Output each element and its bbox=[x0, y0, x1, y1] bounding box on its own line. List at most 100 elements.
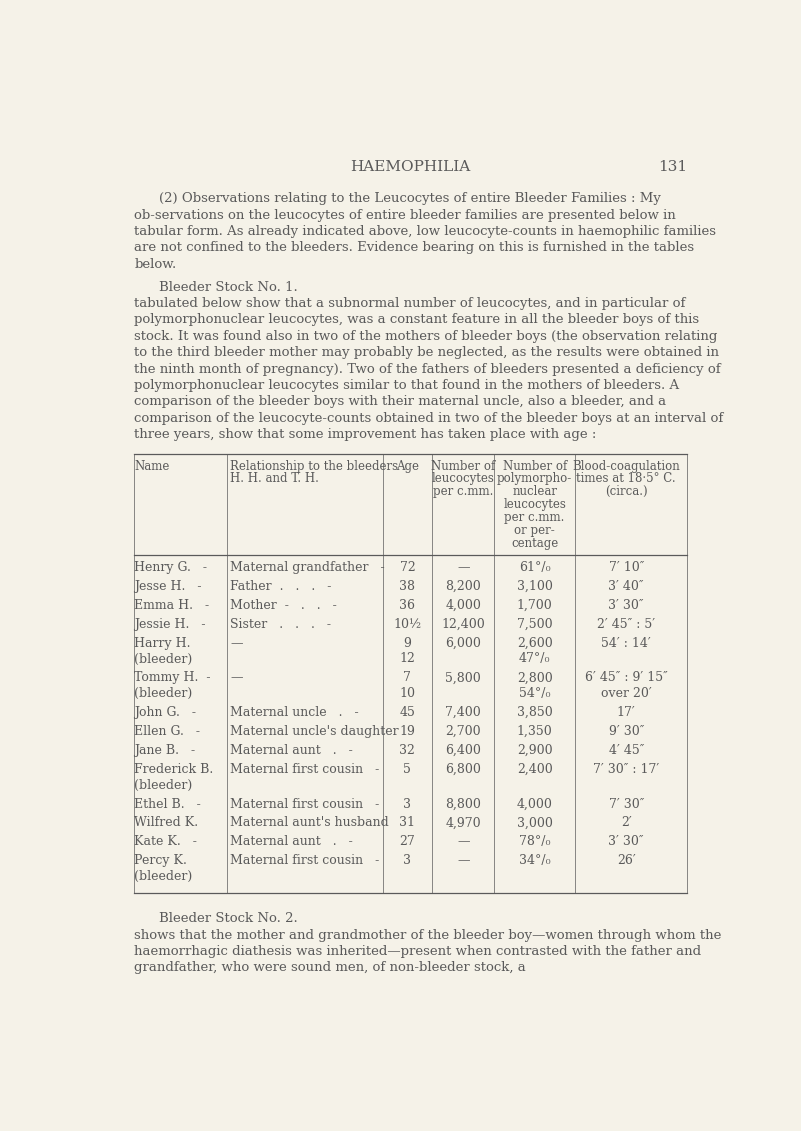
Text: Percy K.: Percy K. bbox=[135, 854, 187, 867]
Text: Name: Name bbox=[135, 459, 170, 473]
Text: 5: 5 bbox=[404, 762, 412, 776]
Text: 3,000: 3,000 bbox=[517, 817, 553, 829]
Text: ob-servations on the leucocytes of entire bleeder families are presented below i: ob-servations on the leucocytes of entir… bbox=[135, 209, 676, 222]
Text: Number of: Number of bbox=[431, 459, 495, 473]
Text: nuclear: nuclear bbox=[512, 485, 557, 499]
Text: Mother  -   .   .   -: Mother - . . - bbox=[231, 598, 337, 612]
Text: three years, show that some improvement has taken place with age :: three years, show that some improvement … bbox=[135, 429, 597, 441]
Text: or per-: or per- bbox=[514, 524, 555, 537]
Text: 54′ : 14′: 54′ : 14′ bbox=[602, 637, 651, 649]
Text: 36: 36 bbox=[400, 598, 416, 612]
Text: 4′ 45″: 4′ 45″ bbox=[609, 744, 644, 757]
Text: (2) Observations relating to the Leucocytes of entire Bleeder Families : My: (2) Observations relating to the Leucocy… bbox=[159, 192, 661, 206]
Text: 7′ 30″ : 17′: 7′ 30″ : 17′ bbox=[593, 762, 659, 776]
Text: —: — bbox=[231, 637, 243, 649]
Text: 3′ 40″: 3′ 40″ bbox=[609, 580, 644, 593]
Text: comparison of the leucocyte-counts obtained in two of the bleeder boys at an int: comparison of the leucocyte-counts obtai… bbox=[135, 412, 723, 425]
Text: Bleeder Stock No. 1.: Bleeder Stock No. 1. bbox=[159, 280, 298, 294]
Text: 8,800: 8,800 bbox=[445, 797, 481, 811]
Text: (bleeder): (bleeder) bbox=[135, 653, 192, 665]
Text: 3: 3 bbox=[404, 797, 412, 811]
Text: grandfather, who were sound men, of non-bleeder stock, a: grandfather, who were sound men, of non-… bbox=[135, 961, 526, 974]
Text: 4,000: 4,000 bbox=[445, 598, 481, 612]
Text: Number of: Number of bbox=[502, 459, 567, 473]
Text: 61°/₀: 61°/₀ bbox=[519, 561, 550, 575]
Text: 1,350: 1,350 bbox=[517, 725, 553, 739]
Text: stock. It was found also in two of the mothers of bleeder boys (the observation : stock. It was found also in two of the m… bbox=[135, 330, 718, 343]
Text: 6,000: 6,000 bbox=[445, 637, 481, 649]
Text: are not confined to the bleeders. Evidence bearing on this is furnished in the t: are not confined to the bleeders. Eviden… bbox=[135, 241, 694, 254]
Text: 4,000: 4,000 bbox=[517, 797, 553, 811]
Text: tabular form. As already indicated above, low leucocyte-counts in haemophilic fa: tabular form. As already indicated above… bbox=[135, 225, 716, 238]
Text: Maternal aunt's husband: Maternal aunt's husband bbox=[231, 817, 389, 829]
Text: comparison of the bleeder boys with their maternal uncle, also a bleeder, and a: comparison of the bleeder boys with thei… bbox=[135, 396, 666, 408]
Text: 9: 9 bbox=[404, 637, 412, 649]
Text: Jane B.   -: Jane B. - bbox=[135, 744, 195, 757]
Text: below.: below. bbox=[135, 258, 176, 270]
Text: 2,700: 2,700 bbox=[445, 725, 481, 739]
Text: 12,400: 12,400 bbox=[441, 618, 485, 631]
Text: 8,200: 8,200 bbox=[445, 580, 481, 593]
Text: 7: 7 bbox=[404, 672, 412, 684]
Text: 54°/₀: 54°/₀ bbox=[519, 688, 550, 700]
Text: 1,700: 1,700 bbox=[517, 598, 553, 612]
Text: Relationship to the bleeders: Relationship to the bleeders bbox=[231, 459, 399, 473]
Text: 2,600: 2,600 bbox=[517, 637, 553, 649]
Text: Maternal first cousin   -: Maternal first cousin - bbox=[231, 854, 380, 867]
Text: 72: 72 bbox=[400, 561, 415, 575]
Text: Blood-coagulation: Blood-coagulation bbox=[573, 459, 680, 473]
Text: 45: 45 bbox=[400, 706, 416, 719]
Text: 2,800: 2,800 bbox=[517, 672, 553, 684]
Text: Father  .   .   .   -: Father . . . - bbox=[231, 580, 332, 593]
Text: —: — bbox=[231, 672, 243, 684]
Text: Jesse H.   -: Jesse H. - bbox=[135, 580, 202, 593]
Text: Kate K.   -: Kate K. - bbox=[135, 836, 197, 848]
Text: HAEMOPHILIA: HAEMOPHILIA bbox=[350, 161, 471, 174]
Text: 17′: 17′ bbox=[617, 706, 636, 719]
Text: 27: 27 bbox=[400, 836, 415, 848]
Text: to the third bleeder mother may probably be neglected, as the results were obtai: to the third bleeder mother may probably… bbox=[135, 346, 719, 360]
Text: 78°/₀: 78°/₀ bbox=[519, 836, 550, 848]
Text: Ethel B.   -: Ethel B. - bbox=[135, 797, 201, 811]
Text: 6,400: 6,400 bbox=[445, 744, 481, 757]
Text: per c.mm.: per c.mm. bbox=[433, 485, 493, 499]
Text: Maternal grandfather   -: Maternal grandfather - bbox=[231, 561, 385, 575]
Text: (bleeder): (bleeder) bbox=[135, 688, 192, 700]
Text: —: — bbox=[457, 836, 469, 848]
Text: 32: 32 bbox=[400, 744, 416, 757]
Text: 34°/₀: 34°/₀ bbox=[519, 854, 550, 867]
Text: Bleeder Stock No. 2.: Bleeder Stock No. 2. bbox=[159, 913, 298, 925]
Text: 131: 131 bbox=[658, 161, 686, 174]
Text: H. H. and T. H.: H. H. and T. H. bbox=[231, 473, 320, 485]
Text: times at 18·5° C.: times at 18·5° C. bbox=[577, 473, 676, 485]
Text: Wilfred K.: Wilfred K. bbox=[135, 817, 199, 829]
Text: 19: 19 bbox=[400, 725, 416, 739]
Text: per c.mm.: per c.mm. bbox=[505, 511, 565, 524]
Text: 12: 12 bbox=[400, 653, 416, 665]
Text: shows that the mother and grandmother of the bleeder boy—women through whom the: shows that the mother and grandmother of… bbox=[135, 929, 722, 941]
Text: Harry H.: Harry H. bbox=[135, 637, 191, 649]
Text: Maternal uncle   .   -: Maternal uncle . - bbox=[231, 706, 359, 719]
Text: Ellen G.   -: Ellen G. - bbox=[135, 725, 200, 739]
Text: 7′ 10″: 7′ 10″ bbox=[609, 561, 644, 575]
Text: (circa.): (circa.) bbox=[605, 485, 647, 499]
Text: 7,500: 7,500 bbox=[517, 618, 553, 631]
Text: leucocytes: leucocytes bbox=[503, 498, 566, 511]
Text: over 20′: over 20′ bbox=[601, 688, 651, 700]
Text: leucocytes: leucocytes bbox=[432, 473, 495, 485]
Text: 3,100: 3,100 bbox=[517, 580, 553, 593]
Text: 7′ 30″: 7′ 30″ bbox=[609, 797, 644, 811]
Text: tabulated below show that a subnormal number of leucocytes, and in particular of: tabulated below show that a subnormal nu… bbox=[135, 297, 686, 310]
Text: polymorpho-: polymorpho- bbox=[497, 473, 572, 485]
Text: centage: centage bbox=[511, 537, 558, 550]
Text: Tommy H.  -: Tommy H. - bbox=[135, 672, 211, 684]
Text: Jessie H.   -: Jessie H. - bbox=[135, 618, 206, 631]
Text: Emma H.   -: Emma H. - bbox=[135, 598, 209, 612]
Text: 3,850: 3,850 bbox=[517, 706, 553, 719]
Text: 3′ 30″: 3′ 30″ bbox=[609, 598, 644, 612]
Text: Maternal first cousin   -: Maternal first cousin - bbox=[231, 797, 380, 811]
Text: Maternal first cousin   -: Maternal first cousin - bbox=[231, 762, 380, 776]
Text: haemorrhagic diathesis was inherited—present when contrasted with the father and: haemorrhagic diathesis was inherited—pre… bbox=[135, 944, 702, 958]
Text: 3: 3 bbox=[404, 854, 412, 867]
Text: 10½: 10½ bbox=[393, 618, 421, 631]
